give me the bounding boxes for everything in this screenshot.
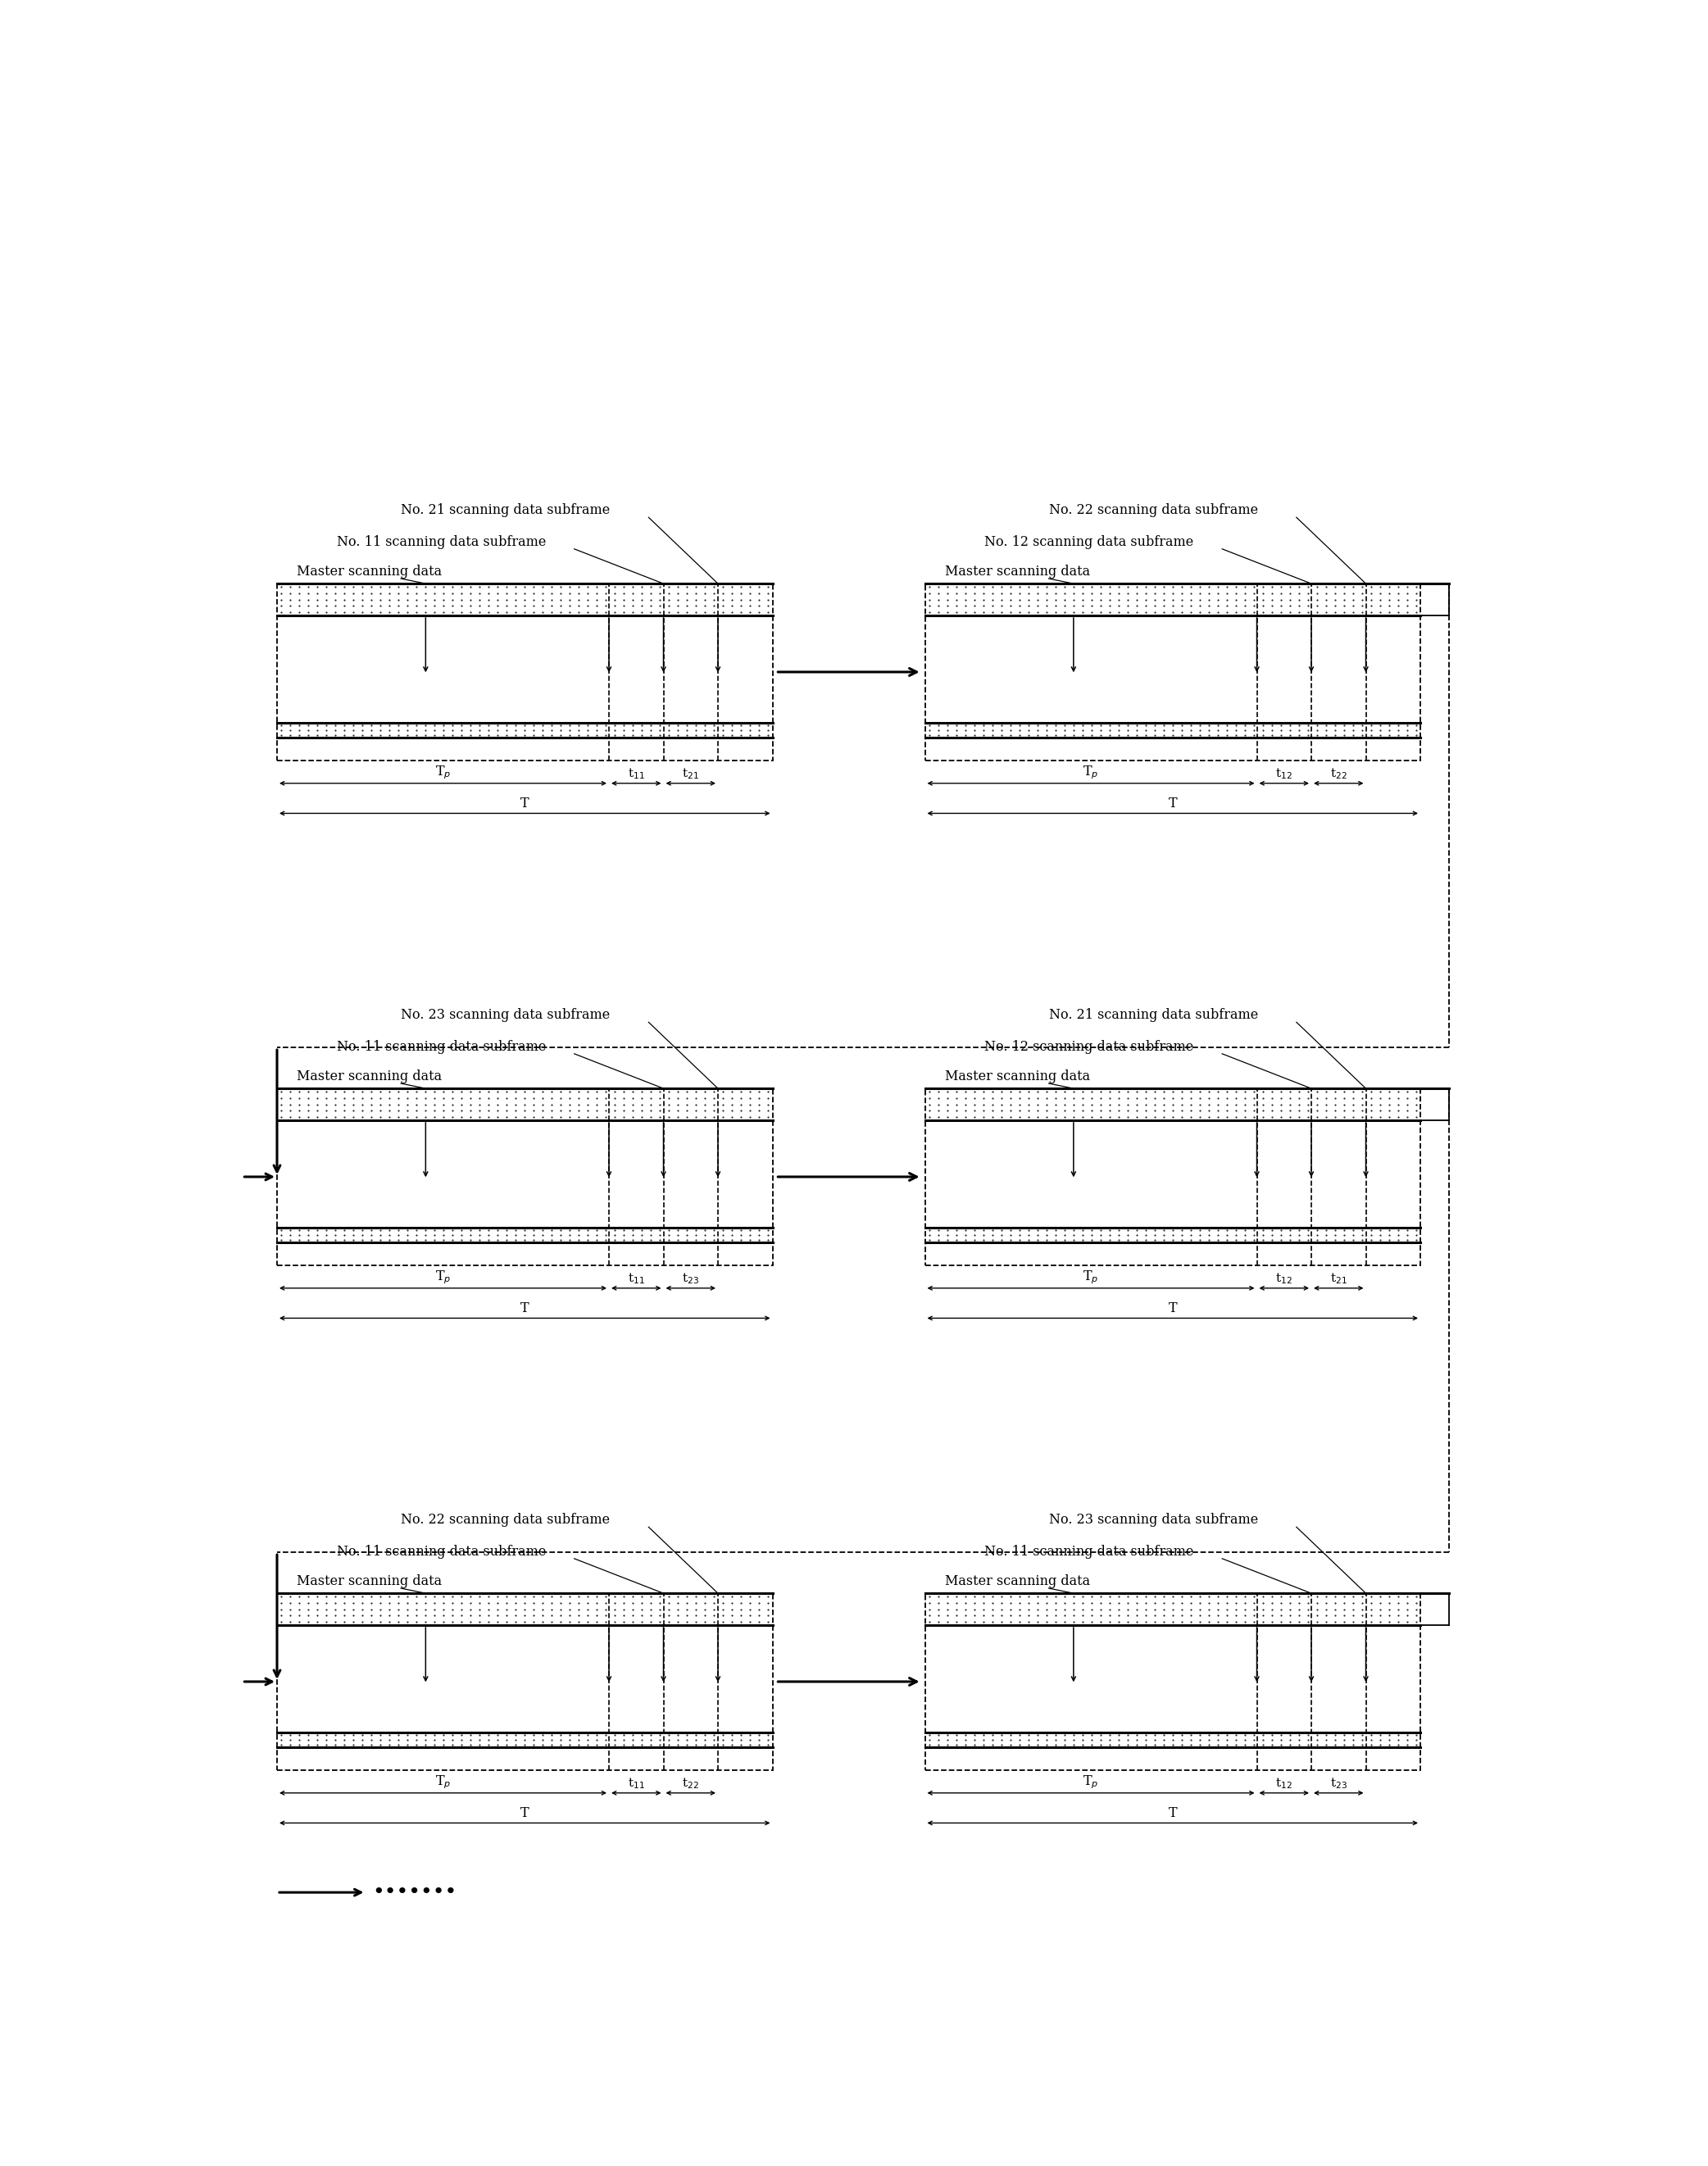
Text: t$_{21}$: t$_{21}$ (1331, 1271, 1348, 1287)
Text: No. 21 scanning data subframe: No. 21 scanning data subframe (401, 503, 610, 518)
Bar (926, 583, 1421, 760)
Text: T$_{p}$: T$_{p}$ (1083, 1774, 1098, 1791)
Text: No. 12 scanning data subframe: No. 12 scanning data subframe (984, 1040, 1194, 1055)
Text: T: T (521, 1806, 529, 1819)
Text: t$_{23}$: t$_{23}$ (681, 1271, 699, 1287)
Text: No. 22 scanning data subframe: No. 22 scanning data subframe (1049, 503, 1257, 518)
Text: T$_{p}$: T$_{p}$ (436, 765, 451, 780)
Text: t$_{23}$: t$_{23}$ (1331, 1776, 1348, 1791)
Text: T$_{p}$: T$_{p}$ (1083, 765, 1098, 780)
Text: •••••••: ••••••• (372, 1882, 458, 1902)
Text: Master scanning data: Master scanning data (297, 1575, 442, 1588)
Text: T: T (521, 1302, 529, 1315)
Text: Master scanning data: Master scanning data (945, 1070, 1090, 1083)
Bar (926, 1594, 1421, 1770)
Text: No. 11 scanning data subframe: No. 11 scanning data subframe (336, 1544, 547, 1560)
Text: No. 11 scanning data subframe: No. 11 scanning data subframe (336, 535, 547, 548)
Text: T: T (1168, 797, 1177, 810)
Text: t$_{11}$: t$_{11}$ (627, 1776, 644, 1791)
Text: No. 22 scanning data subframe: No. 22 scanning data subframe (401, 1514, 610, 1527)
Text: Master scanning data: Master scanning data (297, 565, 442, 578)
Text: t$_{11}$: t$_{11}$ (627, 767, 644, 780)
Text: Master scanning data: Master scanning data (945, 565, 1090, 578)
Text: t$_{22}$: t$_{22}$ (681, 1776, 699, 1791)
Text: T$_{p}$: T$_{p}$ (1083, 1269, 1098, 1287)
Text: T$_{p}$: T$_{p}$ (436, 1269, 451, 1287)
Text: t$_{21}$: t$_{21}$ (681, 767, 699, 780)
Bar (277, 1594, 772, 1770)
Text: t$_{12}$: t$_{12}$ (1276, 1776, 1293, 1791)
Bar (277, 583, 772, 760)
Text: No. 11 scanning data subframe: No. 11 scanning data subframe (984, 1544, 1194, 1560)
Text: Master scanning data: Master scanning data (297, 1070, 442, 1083)
Bar (926, 1089, 1421, 1265)
Text: No. 23 scanning data subframe: No. 23 scanning data subframe (1049, 1514, 1259, 1527)
Text: t$_{22}$: t$_{22}$ (1331, 767, 1348, 780)
Text: No. 21 scanning data subframe: No. 21 scanning data subframe (1049, 1009, 1259, 1022)
Text: t$_{12}$: t$_{12}$ (1276, 767, 1293, 780)
Text: No. 23 scanning data subframe: No. 23 scanning data subframe (401, 1009, 610, 1022)
Text: t$_{12}$: t$_{12}$ (1276, 1271, 1293, 1287)
Bar (277, 1089, 772, 1265)
Text: t$_{11}$: t$_{11}$ (627, 1271, 644, 1287)
Text: No. 12 scanning data subframe: No. 12 scanning data subframe (984, 535, 1194, 548)
Text: T: T (1168, 1302, 1177, 1315)
Text: T$_{p}$: T$_{p}$ (436, 1774, 451, 1791)
Text: T: T (521, 797, 529, 810)
Text: No. 11 scanning data subframe: No. 11 scanning data subframe (336, 1040, 547, 1055)
Text: T: T (1168, 1806, 1177, 1819)
Text: Master scanning data: Master scanning data (945, 1575, 1090, 1588)
